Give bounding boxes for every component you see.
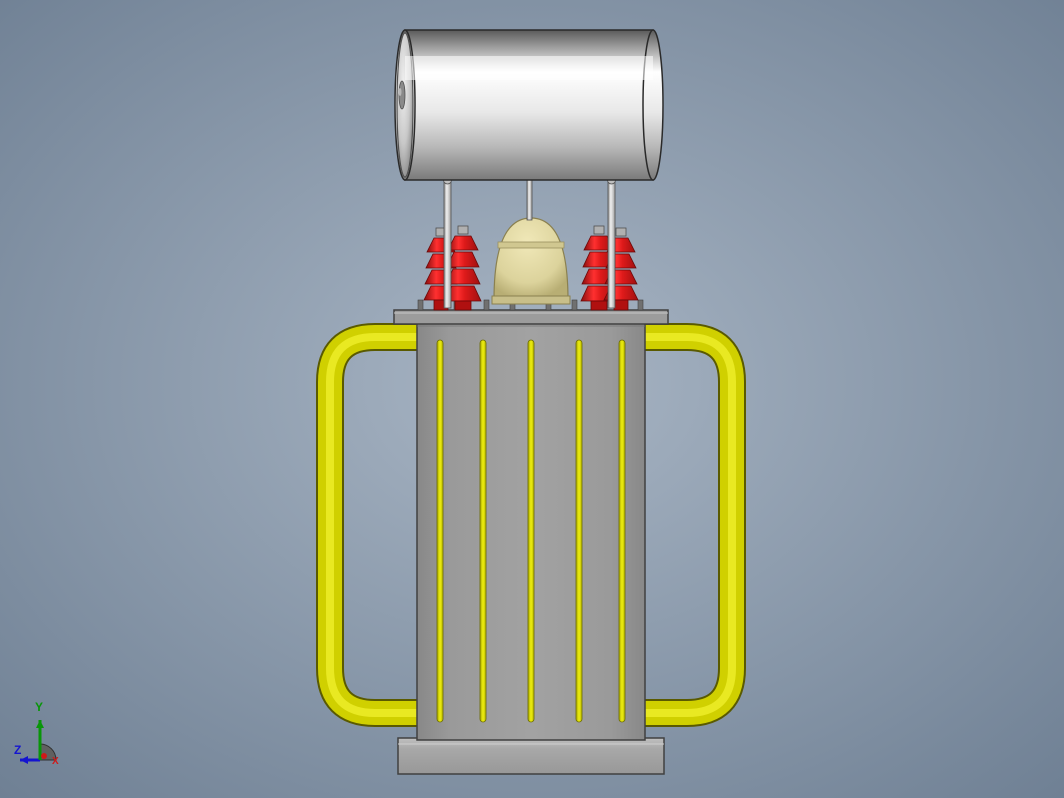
radiator-loop-right <box>645 337 732 713</box>
axis-y-label: Y <box>35 700 43 714</box>
main-tank <box>417 322 645 740</box>
conservator-tank <box>395 30 663 180</box>
cad-viewport[interactable]: Y Z X <box>0 0 1064 798</box>
axis-x-label: X <box>52 756 59 767</box>
view-orientation-triad[interactable]: Y Z X <box>18 688 108 778</box>
axis-z-icon <box>20 756 40 764</box>
axis-z-label: Z <box>14 743 21 757</box>
transformer-model[interactable] <box>0 0 1064 798</box>
axis-x-icon <box>41 753 47 759</box>
base-plinth <box>398 738 664 774</box>
radiator-loop-left <box>330 337 417 713</box>
central-bushing-dome <box>492 218 570 304</box>
